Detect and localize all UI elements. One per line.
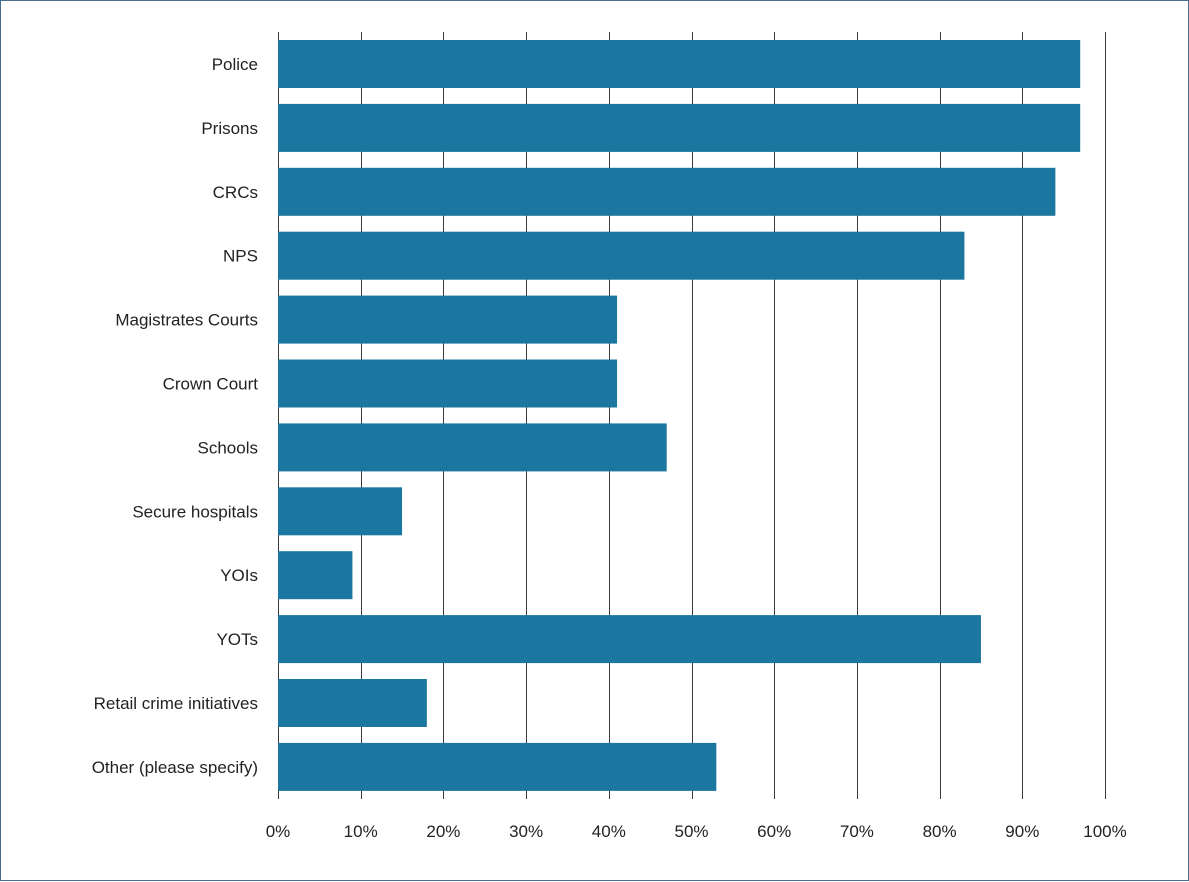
bar-yots	[278, 615, 981, 664]
x-tick-label-60: 60%	[757, 822, 791, 841]
category-label-nps: NPS	[223, 247, 258, 266]
category-label-secure-hospitals: Secure hospitals	[132, 502, 258, 521]
bar-other-please-specify	[278, 742, 717, 791]
category-label-other-please-specify: Other (please specify)	[92, 758, 258, 777]
bars	[278, 40, 1081, 791]
category-label-schools: Schools	[198, 438, 258, 457]
x-tick-label-20: 20%	[426, 822, 460, 841]
x-tick-label-10: 10%	[344, 822, 378, 841]
bar-police	[278, 40, 1081, 88]
x-tick-label-70: 70%	[840, 822, 874, 841]
x-tick-label-40: 40%	[592, 822, 626, 841]
x-tick-label-30: 30%	[509, 822, 543, 841]
x-tick-label-90: 90%	[1005, 822, 1039, 841]
category-label-crcs: CRCs	[213, 183, 258, 202]
category-label-prisons: Prisons	[201, 119, 258, 138]
bar-magistrates-courts	[278, 295, 618, 344]
bar-secure-hospitals	[278, 487, 403, 536]
bar-nps	[278, 231, 965, 280]
category-label-yois: YOIs	[220, 566, 258, 585]
bar-retail-crime-initiatives	[278, 679, 427, 727]
gridlines	[278, 32, 1106, 799]
x-tick-label-50: 50%	[674, 822, 708, 841]
bar-schools	[278, 423, 667, 472]
category-label-yots: YOTs	[216, 630, 258, 649]
category-labels: Police Prisons CRCs NPS Magistrates Courts Cr…	[92, 55, 259, 777]
x-tick-label-100: 100%	[1083, 822, 1126, 841]
bar-prisons	[278, 103, 1081, 152]
bar-crown-court	[278, 359, 618, 408]
category-label-crown-court: Crown Court	[163, 375, 259, 394]
category-label-retail-crime-initiatives: Retail crime initiatives	[94, 694, 258, 713]
category-label-magistrates-courts: Magistrates Courts	[115, 311, 258, 330]
x-tick-label-0: 0%	[266, 822, 291, 841]
x-tick-label-80: 80%	[923, 822, 957, 841]
bar-crcs	[278, 167, 1056, 216]
bar-yois	[278, 551, 353, 600]
x-tick-labels: 0% 10% 20% 30% 40% 50% 60% 70% 80% 90% 100%	[266, 822, 1127, 841]
category-label-police: Police	[212, 55, 258, 74]
